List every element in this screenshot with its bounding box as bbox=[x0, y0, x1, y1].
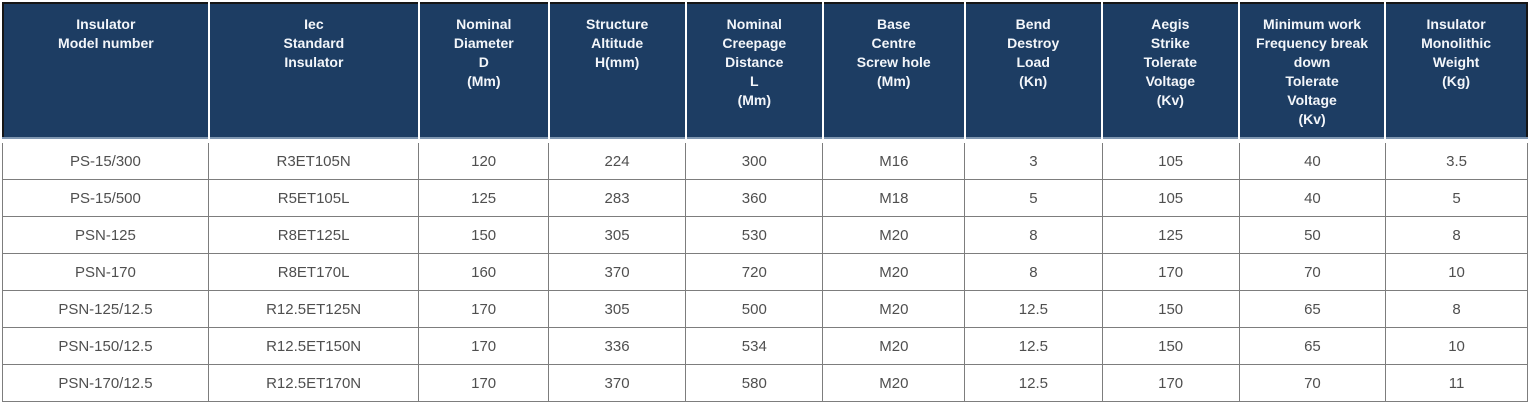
cell-altitude: 336 bbox=[547, 327, 687, 365]
cell-model-number: PSN-170/12.5 bbox=[2, 364, 209, 402]
cell-diameter: 150 bbox=[418, 216, 549, 254]
column-header-model-number: Insulator Model number bbox=[3, 3, 210, 138]
cell-creepage: 360 bbox=[685, 179, 824, 217]
cell-creepage: 720 bbox=[685, 253, 824, 291]
cell-weight: 8 bbox=[1385, 216, 1528, 254]
column-header-iec-standard: Iec Standard Insulator bbox=[208, 3, 421, 138]
cell-iec-standard: R12.5ET170N bbox=[207, 364, 420, 402]
cell-weight: 3.5 bbox=[1385, 143, 1528, 180]
cell-model-number: PSN-125 bbox=[2, 216, 209, 254]
cell-strike-voltage: 105 bbox=[1101, 179, 1240, 217]
cell-screw-hole: M20 bbox=[822, 290, 966, 328]
cell-screw-hole: M18 bbox=[822, 179, 966, 217]
cell-weight: 5 bbox=[1385, 179, 1528, 217]
cell-breakdown-voltage: 70 bbox=[1238, 364, 1387, 402]
cell-diameter: 170 bbox=[418, 290, 549, 328]
column-header-creepage-distance: Nominal Creepage Distance L (Mm) bbox=[685, 3, 824, 138]
column-header-aegis-strike-voltage: Aegis Strike Tolerate Voltage (Kv) bbox=[1101, 3, 1240, 138]
cell-iec-standard: R5ET105L bbox=[207, 179, 420, 217]
cell-breakdown-voltage: 40 bbox=[1238, 179, 1387, 217]
cell-model-number: PS-15/300 bbox=[2, 143, 209, 180]
cell-screw-hole: M20 bbox=[822, 364, 966, 402]
cell-model-number: PSN-150/12.5 bbox=[2, 327, 209, 365]
table-row: PS-15/500 R5ET105L 125 283 360 M18 5 105… bbox=[2, 179, 1528, 217]
cell-bend-load: 12.5 bbox=[964, 364, 1103, 402]
cell-bend-load: 8 bbox=[964, 216, 1103, 254]
cell-altitude: 224 bbox=[547, 143, 687, 180]
cell-breakdown-voltage: 65 bbox=[1238, 290, 1387, 328]
column-header-nominal-diameter: Nominal Diameter D (Mm) bbox=[419, 3, 550, 138]
spec-table-body: PS-15/300 R3ET105N 120 224 300 M16 3 105… bbox=[2, 143, 1528, 402]
table-row: PSN-170/12.5 R12.5ET170N 170 370 580 M20… bbox=[2, 364, 1528, 402]
cell-diameter: 160 bbox=[418, 253, 549, 291]
cell-model-number: PSN-125/12.5 bbox=[2, 290, 209, 328]
cell-diameter: 170 bbox=[418, 327, 549, 365]
cell-iec-standard: R3ET105N bbox=[207, 143, 420, 180]
cell-diameter: 120 bbox=[418, 143, 549, 180]
column-header-bend-destroy-load: Bend Destroy Load (Kn) bbox=[964, 3, 1103, 138]
cell-creepage: 530 bbox=[685, 216, 824, 254]
cell-altitude: 370 bbox=[547, 364, 687, 402]
cell-bend-load: 8 bbox=[964, 253, 1103, 291]
cell-breakdown-voltage: 65 bbox=[1238, 327, 1387, 365]
cell-altitude: 370 bbox=[547, 253, 687, 291]
cell-model-number: PSN-170 bbox=[2, 253, 209, 291]
column-header-structure-altitude: Structure Altitude H(mm) bbox=[548, 3, 687, 138]
table-row: PSN-125/12.5 R12.5ET125N 170 305 500 M20… bbox=[2, 290, 1528, 328]
cell-altitude: 305 bbox=[547, 290, 687, 328]
cell-bend-load: 3 bbox=[964, 143, 1103, 180]
table-row: PSN-170 R8ET170L 160 370 720 M20 8 170 7… bbox=[2, 253, 1528, 291]
cell-screw-hole: M20 bbox=[822, 253, 966, 291]
cell-strike-voltage: 170 bbox=[1101, 253, 1240, 291]
cell-creepage: 300 bbox=[685, 143, 824, 180]
cell-weight: 10 bbox=[1385, 253, 1528, 291]
cell-iec-standard: R8ET125L bbox=[207, 216, 420, 254]
cell-iec-standard: R12.5ET125N bbox=[207, 290, 420, 328]
cell-iec-standard: R8ET170L bbox=[207, 253, 420, 291]
cell-bend-load: 12.5 bbox=[964, 290, 1103, 328]
column-header-frequency-breakdown-voltage: Minimum work Frequency break down Tolera… bbox=[1238, 3, 1387, 138]
cell-bend-load: 5 bbox=[964, 179, 1103, 217]
column-header-monolithic-weight: Insulator Monolithic Weight (Kg) bbox=[1421, 16, 1492, 90]
spec-table-header: Insulator Model number Iec Standard Insu… bbox=[2, 2, 1528, 139]
cell-strike-voltage: 105 bbox=[1101, 143, 1240, 180]
cell-breakdown-voltage: 70 bbox=[1238, 253, 1387, 291]
header-row: Insulator Model number Iec Standard Insu… bbox=[3, 3, 1527, 138]
cell-altitude: 305 bbox=[547, 216, 687, 254]
cell-iec-standard: R12.5ET150N bbox=[207, 327, 420, 365]
column-header-base-screw-hole: Base Centre Screw hole (Mm) bbox=[822, 3, 966, 138]
cell-creepage: 534 bbox=[685, 327, 824, 365]
cell-weight: 11 bbox=[1385, 364, 1528, 402]
cell-screw-hole: M20 bbox=[822, 216, 966, 254]
table-row: PSN-150/12.5 R12.5ET150N 170 336 534 M20… bbox=[2, 327, 1528, 365]
cell-breakdown-voltage: 40 bbox=[1238, 143, 1387, 180]
cell-diameter: 125 bbox=[418, 179, 549, 217]
cell-breakdown-voltage: 50 bbox=[1238, 216, 1387, 254]
cell-creepage: 580 bbox=[685, 364, 824, 402]
cell-bend-load: 12.5 bbox=[964, 327, 1103, 365]
cell-screw-hole: M20 bbox=[822, 327, 966, 365]
cell-model-number: PS-15/500 bbox=[2, 179, 209, 217]
cell-strike-voltage: 170 bbox=[1101, 364, 1240, 402]
cell-strike-voltage: 125 bbox=[1101, 216, 1240, 254]
cell-diameter: 170 bbox=[418, 364, 549, 402]
table-row: PSN-125 R8ET125L 150 305 530 M20 8 125 5… bbox=[2, 216, 1528, 254]
cell-altitude: 283 bbox=[547, 179, 687, 217]
cell-creepage: 500 bbox=[685, 290, 824, 328]
cell-strike-voltage: 150 bbox=[1101, 290, 1240, 328]
table-row: PS-15/300 R3ET105N 120 224 300 M16 3 105… bbox=[2, 143, 1528, 180]
cell-weight: 8 bbox=[1385, 290, 1528, 328]
cell-screw-hole: M16 bbox=[822, 143, 966, 180]
cell-weight: 10 bbox=[1385, 327, 1528, 365]
cell-strike-voltage: 150 bbox=[1101, 327, 1240, 365]
